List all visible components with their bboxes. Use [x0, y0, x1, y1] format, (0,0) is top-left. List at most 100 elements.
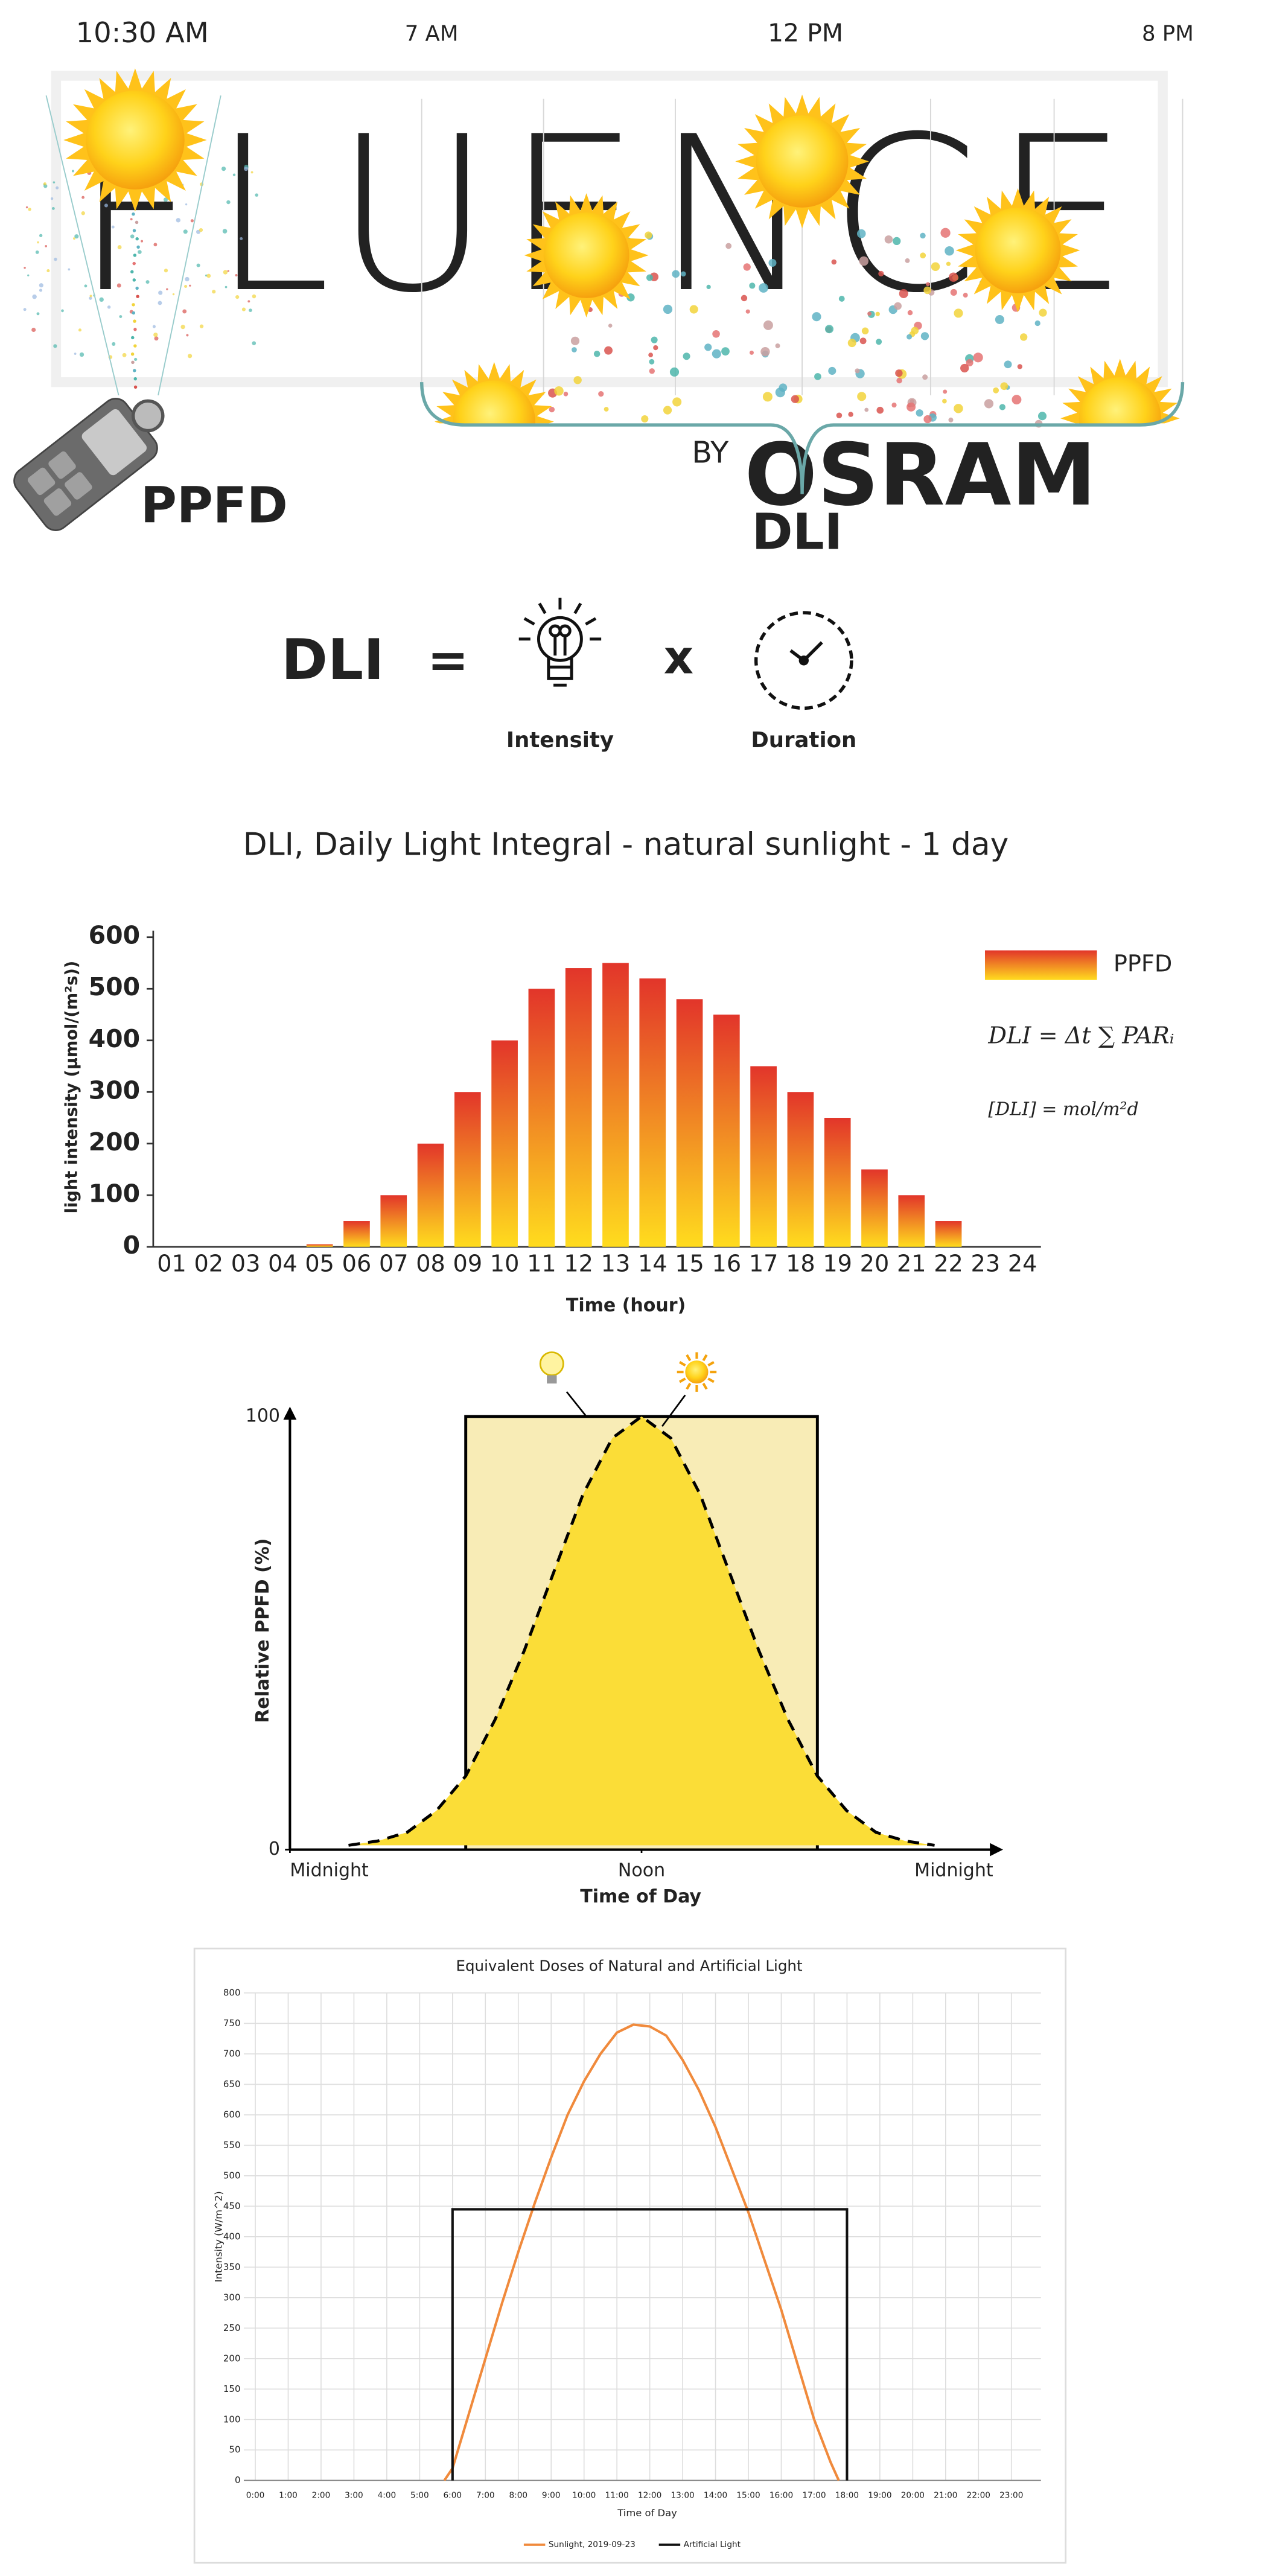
light-dot [212, 290, 216, 294]
x-tick-label: 11:00 [605, 2490, 629, 2500]
x-tick-label: 23 [971, 1251, 1001, 1277]
clock-time: 10:30 AM [76, 16, 209, 49]
formula-equals: = [427, 632, 469, 689]
light-dot [899, 289, 908, 298]
formula-caption: Intensity [506, 728, 614, 753]
light-dot [50, 197, 54, 200]
light-dot [247, 300, 250, 303]
y-tick-label: 600 [89, 921, 140, 950]
light-dot [923, 415, 932, 424]
light-dot [999, 404, 1006, 410]
x-tick-label: 17:00 [802, 2490, 826, 2500]
light-dot [762, 392, 773, 402]
x-tick-label: 5:00 [410, 2490, 429, 2500]
light-cone [45, 95, 119, 396]
sun-icon [955, 188, 1080, 313]
light-dot [112, 342, 116, 346]
light-dot [24, 267, 26, 269]
light-dot [791, 395, 799, 403]
bar [343, 1221, 370, 1247]
light-dot [183, 229, 188, 234]
bulb-filament [549, 624, 572, 656]
light-dot [68, 268, 71, 271]
light-cone [158, 95, 221, 396]
light-dot [926, 282, 930, 287]
light-dot [648, 352, 654, 357]
light-dot [651, 336, 658, 343]
light-dot [895, 369, 903, 377]
light-dot [940, 228, 951, 238]
light-dot [920, 232, 926, 239]
light-dot [949, 272, 958, 282]
area-fill [348, 1416, 935, 1846]
light-dot [943, 389, 948, 394]
x-axis-label: Time of Day [580, 1886, 701, 1907]
light-dot [153, 333, 158, 337]
light-dot [864, 407, 869, 412]
light-dot [836, 412, 843, 419]
x-tick-label: 21 [897, 1251, 926, 1277]
x-tick-label: Midnight [290, 1860, 369, 1881]
light-dot [131, 360, 135, 365]
bar [380, 1195, 407, 1247]
x-tick-label: 19 [823, 1251, 852, 1277]
x-tick-label: 18:00 [835, 2490, 859, 2500]
light-dot [855, 368, 860, 374]
sun-icon [524, 193, 649, 317]
x-tick-label: 24 [1008, 1251, 1037, 1277]
light-dot [706, 284, 711, 290]
sun-icon-ray [679, 1377, 686, 1383]
light-dot [199, 324, 204, 328]
light-dot [132, 212, 135, 216]
light-dot [721, 347, 730, 356]
light-dot [46, 269, 50, 273]
light-dot [35, 250, 39, 254]
light-dot [893, 237, 901, 246]
light-dot [54, 257, 57, 261]
light-dot [56, 186, 59, 190]
x-tick-label: 9:00 [542, 2490, 561, 2500]
bulb-ray [538, 602, 547, 614]
light-dot [741, 295, 748, 302]
light-dot [1034, 320, 1040, 327]
light-dot [649, 359, 655, 365]
light-dot [39, 289, 43, 292]
sun-icon [434, 362, 554, 424]
light-dot [152, 325, 156, 328]
time-label: 7 AM [405, 21, 459, 46]
sun-disc [975, 207, 1061, 293]
light-dot [1004, 360, 1012, 369]
light-dot [135, 286, 139, 290]
bar [565, 968, 592, 1247]
light-dot [749, 282, 756, 289]
light-dot [745, 309, 750, 314]
light-dot [549, 406, 555, 413]
light-dot [132, 311, 136, 315]
light-dot [950, 289, 957, 296]
light-dot [135, 237, 139, 241]
legend-label: Artificial Light [684, 2540, 741, 2549]
sun-icon [63, 68, 207, 212]
light-dot [683, 352, 690, 360]
x-tick-label: 2:00 [312, 2490, 331, 2500]
light-dot [36, 312, 40, 316]
light-dot [768, 259, 777, 267]
bulb-ray [523, 617, 535, 626]
meter-button [65, 472, 92, 500]
y-axis-label: light intensity (µmol/(m²s)) [63, 961, 81, 1214]
light-dot [828, 366, 836, 375]
light-dot [966, 359, 973, 366]
light-dot [133, 319, 136, 323]
light-dot [973, 352, 983, 363]
bar [676, 999, 703, 1247]
light-dot [704, 343, 712, 351]
light-dot [51, 207, 55, 210]
light-dot [942, 398, 947, 404]
light-dot [814, 373, 821, 380]
x-tick-label: 4:00 [378, 2490, 397, 2500]
x-tick-label: 09 [453, 1251, 483, 1277]
light-dot [61, 309, 64, 313]
y-tick-label: 650 [223, 2079, 241, 2090]
light-dot [107, 305, 111, 309]
y-tick-label: 50 [229, 2444, 240, 2455]
